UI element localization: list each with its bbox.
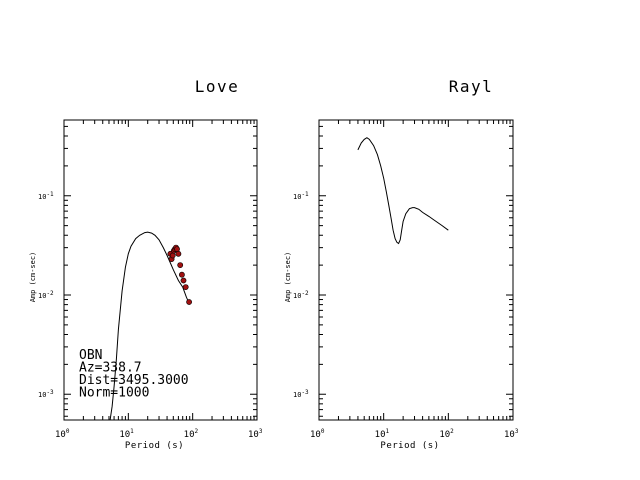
x-tick-label: 101 bbox=[119, 428, 134, 440]
x-tick-label: 103 bbox=[248, 428, 263, 440]
x-tick-exponent: 3 bbox=[259, 428, 263, 435]
x-tick-exponent: 1 bbox=[386, 428, 390, 435]
y-tick-base: 10 bbox=[38, 391, 46, 399]
y-tick-exponent: -1 bbox=[301, 191, 309, 198]
x-tick-label: 102 bbox=[439, 428, 454, 440]
x-tick-label: 102 bbox=[184, 428, 199, 440]
station-info-line: Az=338.7 bbox=[79, 361, 142, 376]
y-tick-base: 10 bbox=[293, 193, 301, 201]
x-axis-label: Period (s) bbox=[380, 441, 439, 451]
y-axis-label: Amp (cm-sec) bbox=[29, 252, 37, 303]
station-info-line: Dist=3495.3000 bbox=[79, 373, 189, 388]
y-tick-label: 10-2 bbox=[293, 290, 309, 300]
data-point bbox=[178, 271, 185, 278]
y-tick-base: 10 bbox=[293, 391, 301, 399]
model-curve bbox=[109, 231, 191, 420]
station-info-line: Norm=1000 bbox=[79, 386, 149, 401]
x-tick-base: 10 bbox=[119, 430, 130, 440]
plot-frame bbox=[63, 119, 258, 421]
model-curve bbox=[357, 137, 449, 245]
plot-frame bbox=[318, 119, 514, 421]
y-tick-exponent: -2 bbox=[46, 290, 54, 297]
y-tick-base: 10 bbox=[293, 292, 301, 300]
x-tick-base: 10 bbox=[248, 430, 259, 440]
data-point bbox=[174, 246, 180, 252]
station-info-line: OBN bbox=[79, 348, 102, 363]
y-tick-base: 10 bbox=[38, 292, 46, 300]
chart-title: Rayl bbox=[449, 77, 494, 96]
x-axis-label: Period (s) bbox=[125, 441, 184, 451]
x-tick-base: 10 bbox=[55, 430, 66, 440]
x-tick-label: 100 bbox=[310, 428, 325, 440]
y-axis-label: Amp (cm-sec) bbox=[284, 252, 292, 303]
y-tick-label: 10-1 bbox=[293, 191, 309, 201]
x-tick-label: 101 bbox=[375, 428, 390, 440]
y-tick-base: 10 bbox=[38, 193, 46, 201]
x-tick-base: 10 bbox=[310, 430, 321, 440]
x-tick-exponent: 1 bbox=[130, 428, 134, 435]
x-tick-base: 10 bbox=[375, 430, 386, 440]
x-tick-base: 10 bbox=[504, 430, 515, 440]
x-tick-label: 103 bbox=[504, 428, 519, 440]
y-tick-label: 10-3 bbox=[293, 389, 309, 399]
y-tick-label: 10-3 bbox=[38, 389, 54, 399]
data-point bbox=[180, 277, 187, 284]
data-point bbox=[177, 262, 184, 268]
y-tick-exponent: -3 bbox=[46, 389, 54, 396]
y-tick-exponent: -3 bbox=[301, 389, 309, 396]
x-tick-exponent: 2 bbox=[450, 428, 454, 435]
data-point bbox=[182, 284, 189, 290]
x-tick-label: 100 bbox=[55, 428, 70, 440]
x-tick-base: 10 bbox=[439, 430, 450, 440]
x-tick-exponent: 2 bbox=[195, 428, 199, 435]
y-tick-exponent: -1 bbox=[46, 191, 54, 198]
y-tick-label: 10-1 bbox=[38, 191, 54, 201]
data-point bbox=[186, 299, 192, 305]
y-tick-label: 10-2 bbox=[38, 290, 54, 300]
chart-title: Love bbox=[195, 77, 240, 96]
data-point bbox=[175, 250, 182, 257]
x-tick-base: 10 bbox=[184, 430, 195, 440]
data-point bbox=[169, 252, 176, 259]
x-tick-exponent: 3 bbox=[515, 428, 519, 435]
y-tick-exponent: -2 bbox=[301, 290, 309, 297]
x-tick-exponent: 0 bbox=[66, 428, 70, 435]
x-tick-exponent: 0 bbox=[321, 428, 325, 435]
